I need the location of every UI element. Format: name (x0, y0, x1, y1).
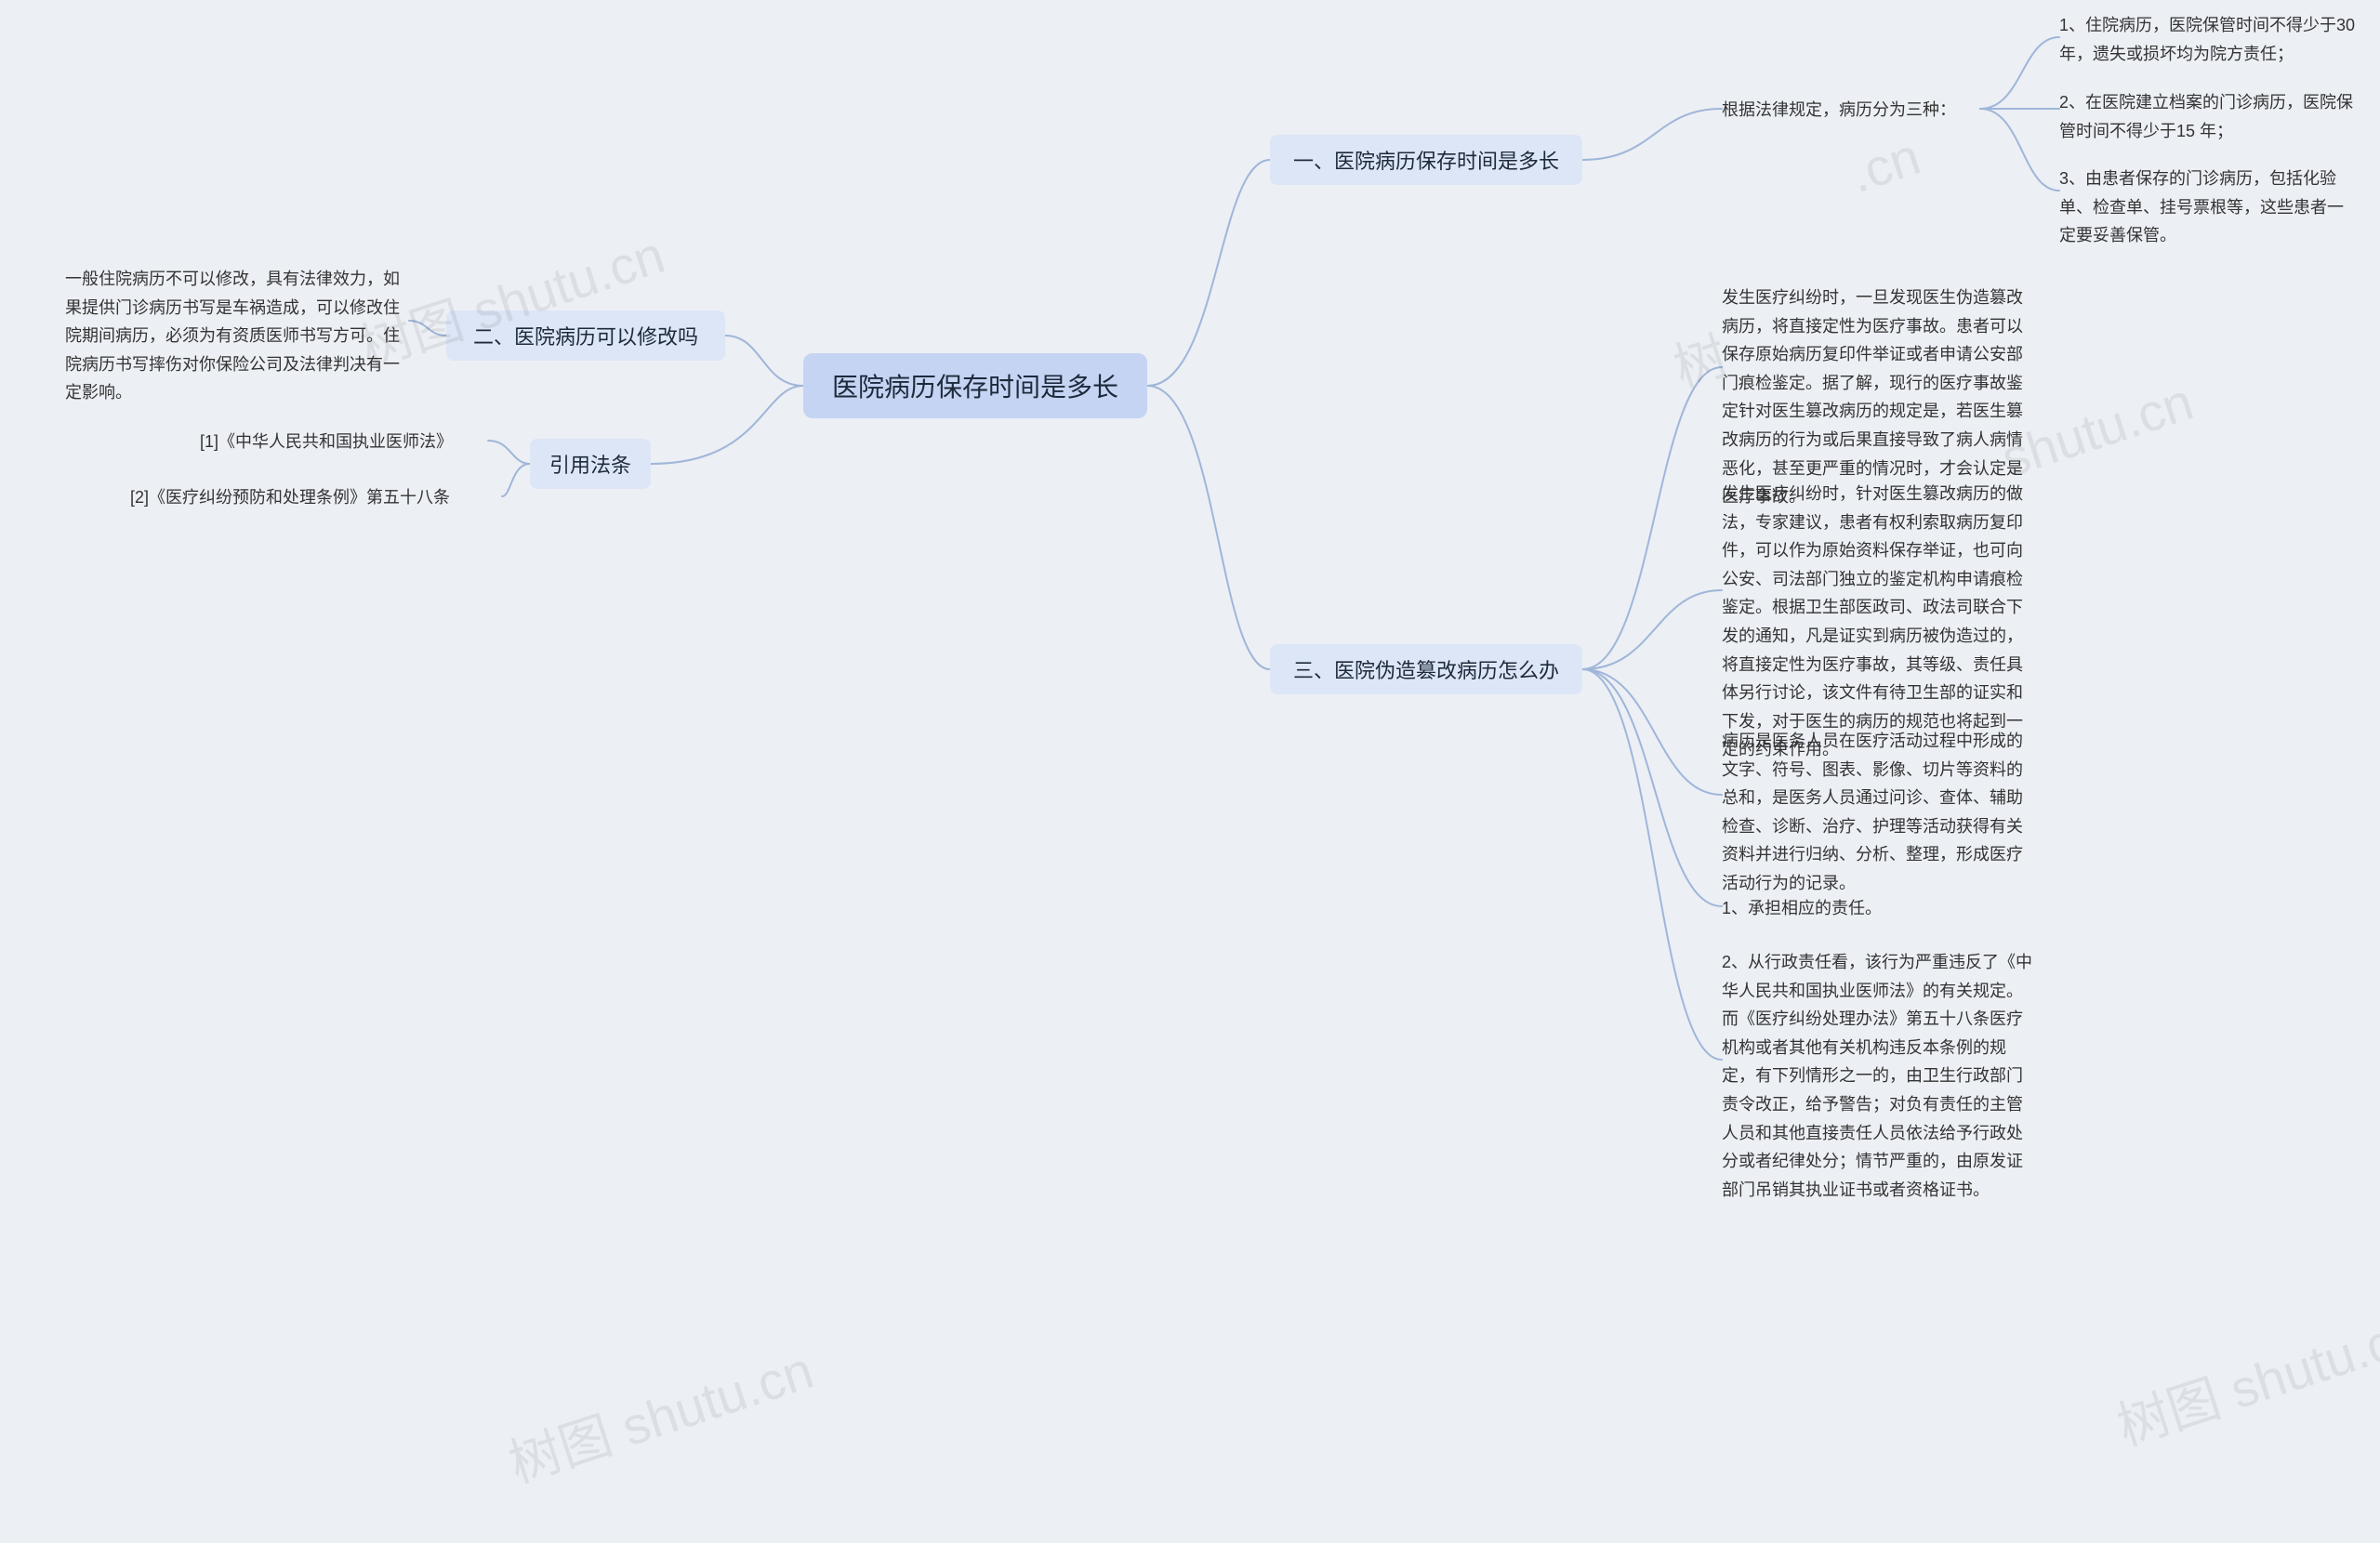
section1-leaf-0: 1、住院病历，医院保管时间不得少于30年，遗失或损坏均为院方责任； (2059, 11, 2357, 68)
citation-leaf-0: [1]《中华人民共和国执业医师法》 (200, 428, 488, 456)
mindmap-canvas: 医院病历保存时间是多长 一、医院病历保存时间是多长 根据法律规定，病历分为三种：… (0, 0, 2380, 1543)
section3-leaf-0: 发生医疗纠纷时，一旦发现医生伪造篡改病历，将直接定性为医疗事故。患者可以保存原始… (1722, 284, 2038, 511)
branch-section-3: 三、医院伪造篡改病历怎么办 (1270, 644, 1582, 694)
section3-leaf-4: 2、从行政责任看，该行为严重违反了《中华人民共和国执业医师法》的有关规定。而《医… (1722, 948, 2038, 1204)
branch-section-2: 二、医院病历可以修改吗 (446, 310, 725, 361)
citation-leaf-1: [2]《医疗纠纷预防和处理条例》第五十八条 (130, 483, 502, 512)
section1-leaf-1: 2、在医院建立档案的门诊病历，医院保管时间不得少于15 年； (2059, 88, 2357, 145)
watermark: .cn (1843, 125, 1927, 204)
section1-child-label: 根据法律规定，病历分为三种： (1722, 96, 1982, 125)
section1-leaf-2: 3、由患者保存的门诊病历，包括化验单、检查单、挂号票根等，这些患者一定要妥善保管… (2059, 165, 2357, 250)
root-node: 医院病历保存时间是多长 (803, 353, 1147, 418)
section3-leaf-1: 发生医疗纠纷时，针对医生篡改病历的做法，专家建议，患者有权利索取病历复印件，可以… (1722, 480, 2038, 764)
section3-leaf-2: 病历是医务人员在医疗活动过程中形成的文字、符号、图表、影像、切片等资料的总和，是… (1722, 727, 2038, 898)
branch-citation: 引用法条 (530, 439, 651, 489)
section2-leaf: 一般住院病历不可以修改，具有法律效力，如果提供门诊病历书写是车祸造成，可以修改住… (65, 265, 409, 407)
section3-leaf-3: 1、承担相应的责任。 (1722, 894, 2038, 923)
watermark: 树图 shutu.cn (498, 1329, 822, 1498)
branch-section-1: 一、医院病历保存时间是多长 (1270, 135, 1582, 185)
watermark: 树图 shutu.cn (2107, 1292, 2380, 1461)
